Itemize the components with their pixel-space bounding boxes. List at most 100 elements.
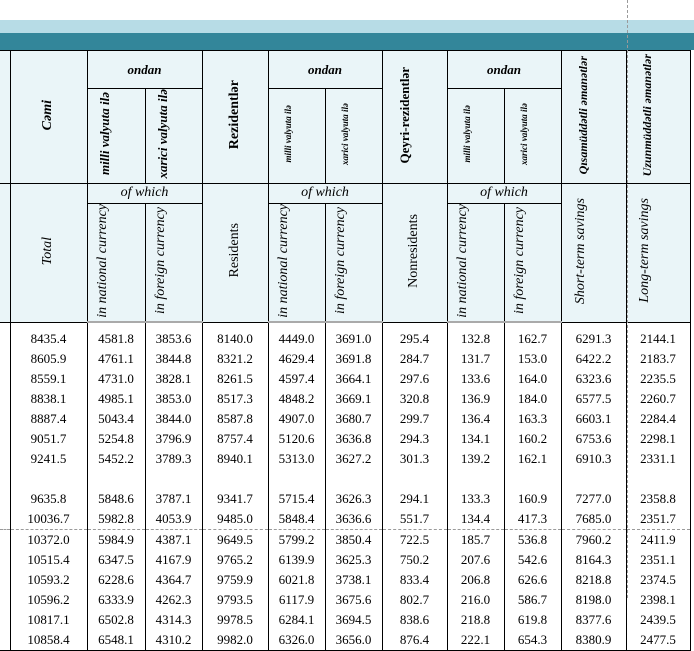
table-cell: 185.7 bbox=[446, 529, 505, 551]
table-cell: 3636.6 bbox=[324, 509, 383, 530]
table-cell: 8887.4 bbox=[9, 409, 88, 430]
page-break-line bbox=[627, 0, 628, 598]
table-cell: 10596.2 bbox=[9, 590, 88, 611]
table-cell: 722.5 bbox=[381, 529, 448, 551]
table-cell: 222.1 bbox=[446, 630, 505, 651]
row-label bbox=[0, 570, 11, 591]
table-cell: 7277.0 bbox=[560, 489, 627, 510]
table-cell: 2298.1 bbox=[625, 429, 691, 450]
header-long-term-en: Long-term savings bbox=[625, 182, 691, 323]
header-total-az: Cəmi bbox=[9, 50, 88, 184]
table-cell: 5120.6 bbox=[267, 429, 326, 450]
table-cell: 5984.9 bbox=[86, 529, 146, 551]
table-row: 8605.9 4761.1 3844.8 8321.2 4629.4 3691.8 284.… bbox=[0, 349, 691, 370]
table-cell: 3664.1 bbox=[324, 369, 383, 390]
table-cell: 833.4 bbox=[381, 570, 448, 591]
row-label-header-en bbox=[0, 182, 11, 323]
table-cell: 2374.5 bbox=[625, 570, 691, 591]
header-of-which-1: of which bbox=[86, 182, 203, 204]
table-cell: 8517.3 bbox=[201, 389, 269, 410]
table-cell: 139.2 bbox=[446, 449, 505, 470]
table-cell: 2331.1 bbox=[625, 449, 691, 470]
savings-table: Cəmi ondan Rezidentlər ondan Qeyri-rezid… bbox=[0, 50, 691, 651]
table-row: 8559.1 4731.0 3828.1 8261.5 4597.4 3664.1 297.… bbox=[0, 369, 691, 390]
table-cell: 2351.1 bbox=[625, 550, 691, 571]
table-cell: 3626.3 bbox=[324, 489, 383, 510]
table-cell: 9341.7 bbox=[201, 489, 269, 510]
table-cell: 8940.1 bbox=[201, 449, 269, 470]
table-cell: 551.7 bbox=[381, 509, 448, 530]
table-cell: 8838.1 bbox=[9, 389, 88, 410]
table-cell: 8261.5 bbox=[201, 369, 269, 390]
table-cell: 10593.2 bbox=[9, 570, 88, 591]
table-cell: 3853.6 bbox=[144, 322, 203, 350]
header-foreign-en-1: in foreign currency bbox=[144, 202, 203, 324]
table-cell: 9241.5 bbox=[9, 449, 88, 470]
row-label bbox=[0, 449, 11, 470]
table-cell: 3853.0 bbox=[144, 389, 203, 410]
row-label bbox=[0, 509, 11, 530]
table-cell: 8559.1 bbox=[9, 369, 88, 390]
table-cell: 10515.4 bbox=[9, 550, 88, 571]
table-cell: 4848.2 bbox=[267, 389, 326, 410]
header-short-term-az: Qısamüddətli əmanətlər bbox=[560, 50, 627, 184]
row-label bbox=[0, 369, 11, 390]
table-cell: 3669.1 bbox=[324, 389, 383, 410]
header-of-which-2: of which bbox=[267, 182, 383, 204]
table-cell: 8435.4 bbox=[9, 322, 88, 350]
table-row: 8887.4 5043.4 3844.0 8587.8 4907.0 3680.7 299.… bbox=[0, 409, 691, 430]
table-row: 10817.1 6502.8 4314.3 9978.5 6284.1 3694.5 838… bbox=[0, 610, 691, 631]
table-cell: 838.6 bbox=[381, 610, 448, 631]
table-cell: 207.6 bbox=[446, 550, 505, 571]
header-national-az-1: milli valyuta ilə bbox=[86, 88, 146, 184]
table-row: 10036.7 5982.8 4053.9 9485.0 5848.4 3636.6 551… bbox=[0, 509, 691, 530]
table-cell: 6284.1 bbox=[267, 610, 326, 631]
table-cell: 133.6 bbox=[446, 369, 505, 390]
spacer-cell bbox=[201, 469, 269, 490]
header-ondan-3: ondan bbox=[446, 50, 562, 89]
table-cell: 4449.0 bbox=[267, 322, 326, 350]
table-cell: 184.0 bbox=[503, 389, 562, 410]
table-cell: 3675.6 bbox=[324, 590, 383, 611]
table-cell: 7960.2 bbox=[560, 529, 627, 551]
table-cell: 136.9 bbox=[446, 389, 505, 410]
table-cell: 6326.0 bbox=[267, 630, 326, 651]
row-label bbox=[0, 322, 11, 350]
table-cell: 6323.6 bbox=[560, 369, 627, 390]
table-cell: 162.7 bbox=[503, 322, 562, 350]
table-cell: 5848.6 bbox=[86, 489, 146, 510]
table-cell: 10817.1 bbox=[9, 610, 88, 631]
table-cell: 5982.8 bbox=[86, 509, 146, 530]
table-cell: 9635.8 bbox=[9, 489, 88, 510]
table-cell: 160.2 bbox=[503, 429, 562, 450]
table-cell: 4581.8 bbox=[86, 322, 146, 350]
table-cell: 5313.0 bbox=[267, 449, 326, 470]
spacer-cell bbox=[324, 469, 383, 490]
table-cell: 4629.4 bbox=[267, 349, 326, 370]
table-cell: 3691.0 bbox=[324, 322, 383, 350]
table-cell: 2398.1 bbox=[625, 590, 691, 611]
table-cell: 3850.4 bbox=[324, 529, 383, 551]
table-cell: 2411.9 bbox=[625, 529, 691, 551]
header-foreign-en-3: in foreign currency bbox=[503, 202, 562, 324]
table-cell: 3625.3 bbox=[324, 550, 383, 571]
table-cell: 162.1 bbox=[503, 449, 562, 470]
table-cell: 2477.5 bbox=[625, 630, 691, 651]
table-cell: 3694.5 bbox=[324, 610, 383, 631]
header-total-en: Total bbox=[9, 182, 88, 323]
table-cell: 163.3 bbox=[503, 409, 562, 430]
table-cell: 3789.3 bbox=[144, 449, 203, 470]
table-cell: 4053.9 bbox=[144, 509, 203, 530]
table-cell: 8757.4 bbox=[201, 429, 269, 450]
table-cell: 206.8 bbox=[446, 570, 505, 591]
table-cell: 750.2 bbox=[381, 550, 448, 571]
table-cell: 4167.9 bbox=[144, 550, 203, 571]
header-national-en-1: in national currency bbox=[86, 202, 146, 324]
table-cell: 8198.0 bbox=[560, 590, 627, 611]
table-cell: 4364.7 bbox=[144, 570, 203, 591]
table-cell: 134.1 bbox=[446, 429, 505, 450]
table-cell: 218.8 bbox=[446, 610, 505, 631]
table-cell: 6021.8 bbox=[267, 570, 326, 591]
table-row: 10515.4 6347.5 4167.9 9765.2 6139.9 3625.3 750… bbox=[0, 550, 691, 571]
header-band-light bbox=[0, 20, 694, 33]
